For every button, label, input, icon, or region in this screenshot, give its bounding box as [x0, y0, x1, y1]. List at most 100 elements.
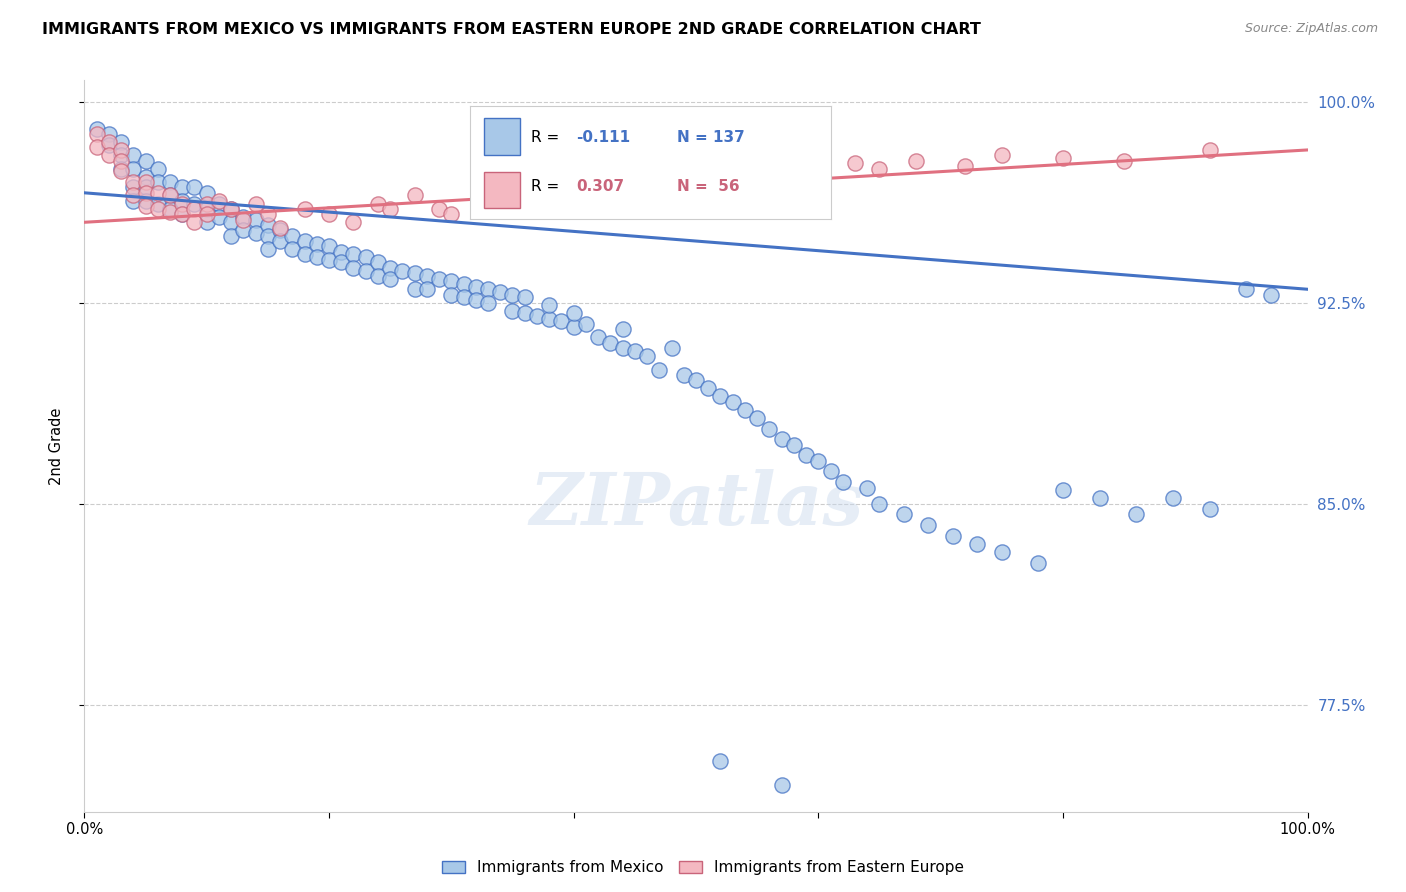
Point [942, 529, 965, 543]
Point [747, 410, 769, 425]
Point [110, 164, 132, 178]
Point [195, 186, 218, 200]
Point [110, 143, 132, 157]
Point [427, 202, 450, 216]
Point [1052, 483, 1074, 498]
Point [257, 228, 280, 243]
Point [172, 207, 194, 221]
Point [1198, 502, 1220, 516]
Point [172, 207, 194, 221]
Point [97, 135, 120, 149]
Point [208, 196, 231, 211]
Point [1236, 282, 1258, 296]
Point [794, 449, 817, 463]
Text: Source: ZipAtlas.com: Source: ZipAtlas.com [1244, 22, 1378, 36]
Point [648, 362, 671, 376]
Point [135, 199, 157, 213]
Point [146, 202, 169, 216]
Point [624, 343, 647, 358]
Point [440, 287, 463, 301]
Point [354, 250, 377, 264]
Point [697, 381, 720, 395]
Point [245, 226, 267, 240]
Point [245, 196, 267, 211]
Point [685, 373, 707, 387]
Point [110, 135, 132, 149]
Point [1260, 287, 1282, 301]
Text: ZIPatlas: ZIPatlas [529, 469, 863, 540]
Point [734, 402, 756, 417]
Point [562, 175, 585, 189]
Point [172, 196, 194, 211]
Point [257, 218, 280, 232]
Point [86, 127, 108, 141]
Point [219, 215, 242, 229]
Point [330, 244, 353, 259]
Point [966, 537, 988, 551]
Point [219, 202, 242, 216]
Point [844, 156, 866, 170]
Point [991, 545, 1014, 559]
Point [1028, 556, 1050, 570]
Point [562, 319, 585, 334]
Point [330, 255, 353, 269]
Point [146, 161, 169, 176]
Point [269, 223, 291, 237]
Point [110, 153, 132, 168]
Point [318, 252, 340, 267]
Point [97, 127, 120, 141]
Point [135, 194, 157, 208]
Point [453, 277, 475, 291]
Point [820, 465, 842, 479]
Point [269, 234, 291, 248]
Point [159, 204, 181, 219]
Point [122, 175, 145, 189]
Point [195, 207, 218, 221]
Point [245, 212, 267, 227]
Point [416, 268, 439, 283]
Point [612, 322, 634, 336]
Point [305, 250, 328, 264]
Point [342, 260, 364, 275]
Point [648, 175, 671, 189]
Point [599, 335, 621, 350]
Point [661, 341, 683, 355]
Point [159, 202, 181, 216]
Point [232, 223, 254, 237]
Point [538, 298, 561, 312]
Point [172, 194, 194, 208]
Point [232, 210, 254, 224]
Point [342, 247, 364, 261]
Point [122, 180, 145, 194]
Point [110, 161, 132, 176]
Point [135, 180, 157, 194]
Point [550, 314, 572, 328]
Point [380, 260, 402, 275]
Point [367, 196, 389, 211]
Point [159, 175, 181, 189]
Point [294, 247, 316, 261]
Point [869, 161, 891, 176]
Point [807, 454, 830, 468]
Point [305, 236, 328, 251]
Point [770, 432, 793, 446]
Point [159, 188, 181, 202]
Point [146, 186, 169, 200]
Point [183, 180, 205, 194]
Point [367, 255, 389, 269]
Point [97, 137, 120, 152]
Point [219, 228, 242, 243]
Point [404, 266, 426, 280]
Point [770, 778, 793, 792]
Point [159, 188, 181, 202]
Point [122, 188, 145, 202]
Point [526, 309, 548, 323]
Point [440, 207, 463, 221]
Point [905, 153, 928, 168]
Point [709, 754, 731, 768]
Point [991, 148, 1014, 162]
Point [575, 317, 598, 331]
Point [427, 271, 450, 285]
Point [208, 194, 231, 208]
Point [122, 194, 145, 208]
